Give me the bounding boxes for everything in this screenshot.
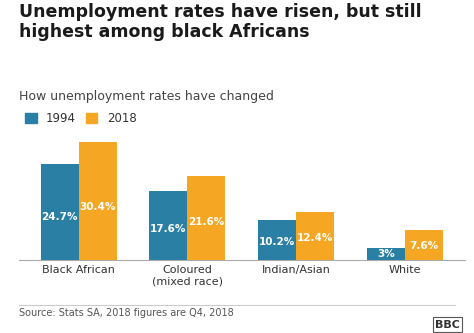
Bar xyxy=(79,142,117,260)
Bar xyxy=(149,191,187,260)
Text: Source: Stats SA, 2018 figures are Q4, 2018: Source: Stats SA, 2018 figures are Q4, 2… xyxy=(19,308,234,318)
Bar xyxy=(258,220,296,260)
Bar xyxy=(41,164,79,260)
Bar xyxy=(367,248,405,260)
Text: 7.6%: 7.6% xyxy=(409,241,438,251)
Text: BBC: BBC xyxy=(435,320,460,330)
Bar xyxy=(187,176,226,260)
Text: 30.4%: 30.4% xyxy=(80,201,116,211)
Text: 17.6%: 17.6% xyxy=(150,224,187,234)
Text: How unemployment rates have changed: How unemployment rates have changed xyxy=(19,90,274,103)
Text: 12.4%: 12.4% xyxy=(297,233,333,243)
Text: 24.7%: 24.7% xyxy=(41,211,78,221)
Bar xyxy=(405,230,443,260)
Legend: 1994, 2018: 1994, 2018 xyxy=(25,113,137,126)
Bar xyxy=(296,211,334,260)
Text: Unemployment rates have risen, but still
highest among black Africans: Unemployment rates have risen, but still… xyxy=(19,3,421,41)
Text: 3%: 3% xyxy=(377,249,395,259)
Text: 21.6%: 21.6% xyxy=(188,217,225,227)
Text: 10.2%: 10.2% xyxy=(259,237,295,247)
